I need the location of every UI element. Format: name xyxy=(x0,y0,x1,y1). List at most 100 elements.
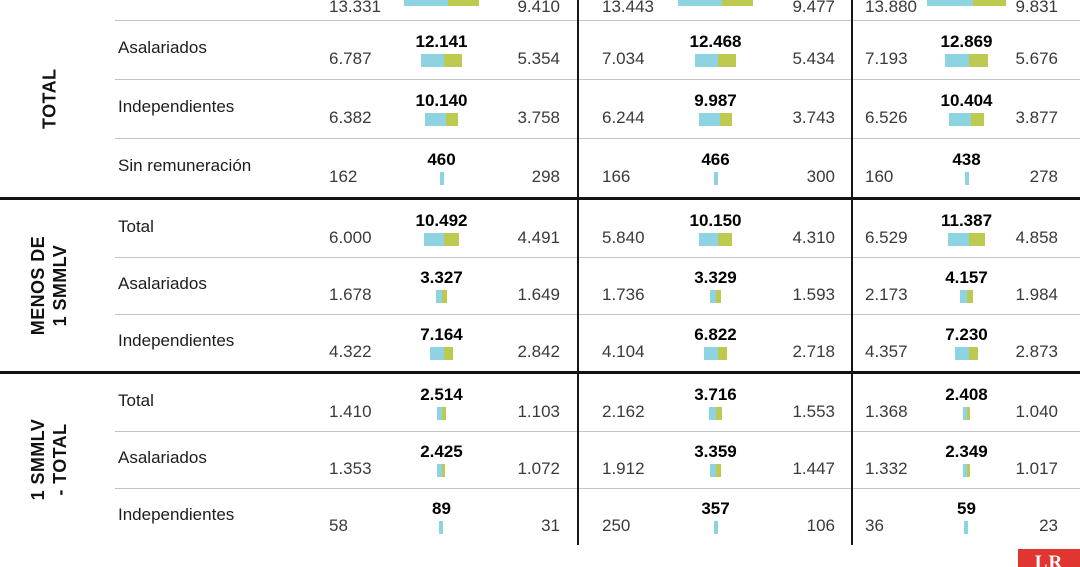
table-row: Asalariados 1.353 2.425 1.072 1.912 3.359 1.44… xyxy=(0,431,1080,488)
bar-blue-segment xyxy=(713,520,718,534)
group-label-text: TOTAL xyxy=(39,68,60,129)
bar-block: 3.359 xyxy=(694,443,737,477)
bar-total-value: 9.987 xyxy=(694,90,737,110)
row-label: Asalariados xyxy=(118,273,207,293)
value-right: 9.477 xyxy=(792,0,835,16)
bar-green-segment xyxy=(716,463,722,477)
bar-total-value: 10.140 xyxy=(415,90,468,110)
bar-blue-segment xyxy=(403,0,448,6)
bar-total-value: 59 xyxy=(957,498,976,518)
data-cell: 2.162 3.716 1.553 xyxy=(578,374,853,431)
stacked-bar xyxy=(436,289,447,303)
value-left: 13.880 xyxy=(865,0,917,16)
data-cell: 6.382 10.140 3.758 xyxy=(305,79,578,138)
bar-total-value: 3.716 xyxy=(694,384,737,404)
bar-total-value: 6.822 xyxy=(694,324,737,344)
bar-blue-segment xyxy=(439,171,444,185)
row-label: Asalariados xyxy=(118,447,207,467)
bar-green-segment xyxy=(969,53,988,67)
stacked-bar xyxy=(710,289,721,303)
bar-blue-segment xyxy=(949,112,971,126)
bar-blue-segment xyxy=(421,53,444,67)
bar-total-value: 2.425 xyxy=(420,441,463,461)
value-left: 4.357 xyxy=(865,341,908,361)
bar-block: 10.404 xyxy=(941,92,993,126)
stacked-bar xyxy=(704,346,727,360)
value-right: 3.877 xyxy=(1015,107,1058,127)
value-right: 1.103 xyxy=(517,401,560,421)
column-divider xyxy=(851,0,853,545)
bar-blue-segment xyxy=(424,112,446,126)
bar-block: 7.164 xyxy=(420,326,463,360)
bar-total-value: 3.359 xyxy=(694,441,737,461)
bar-block: 2.408 xyxy=(945,386,988,420)
value-left: 7.034 xyxy=(602,48,645,68)
data-cell: 2.173 4.157 1.984 xyxy=(853,257,1080,314)
row-label: Total xyxy=(118,390,154,410)
row-label: Independientes xyxy=(118,96,235,116)
bar-total-value: 89 xyxy=(432,498,451,518)
value-right: 4.491 xyxy=(517,227,560,247)
value-right: 9.410 xyxy=(517,0,560,16)
bar-total-value: 2.514 xyxy=(420,384,463,404)
bar-green-segment xyxy=(444,232,459,246)
value-left: 36 xyxy=(865,515,884,535)
bar-block xyxy=(677,0,754,6)
stacked-bar xyxy=(964,171,969,185)
value-right: 1.553 xyxy=(792,401,835,421)
bar-green-segment xyxy=(968,346,979,360)
bar-blue-segment xyxy=(437,463,442,477)
bar-block: 3.327 xyxy=(420,269,463,303)
value-right: 2.873 xyxy=(1015,341,1058,361)
value-right: 106 xyxy=(806,515,835,535)
data-cell: 13.880 9.831 xyxy=(853,0,1080,20)
bar-green-segment xyxy=(722,0,754,6)
bar-blue-segment xyxy=(964,520,969,534)
data-cell: 7.193 12.869 5.676 xyxy=(853,20,1080,79)
value-right: 1.447 xyxy=(792,458,835,478)
data-cell: 58 89 31 xyxy=(305,488,578,545)
bar-block: 438 xyxy=(952,149,981,185)
bar-block: 3.716 xyxy=(694,386,737,420)
bar-blue-segment xyxy=(699,112,720,126)
value-right: 1.649 xyxy=(517,284,560,304)
bar-blue-segment xyxy=(962,406,968,420)
bar-total-value: 357 xyxy=(701,498,730,518)
bar-blue-segment xyxy=(677,0,723,6)
stacked-bar xyxy=(962,406,971,420)
stacked-bar xyxy=(403,0,480,6)
bar-green-segment xyxy=(966,463,971,477)
value-left: 160 xyxy=(865,166,894,186)
table-row: Independientes 6.382 10.140 3.758 6.244 9.987… xyxy=(0,79,1080,138)
bar-block: 6.822 xyxy=(694,326,737,360)
bar-total-value: 438 xyxy=(952,149,981,169)
bar-total-value: 2.408 xyxy=(945,384,988,404)
data-cell: 1.912 3.359 1.447 xyxy=(578,431,853,488)
bar-blue-segment xyxy=(698,232,719,246)
value-left: 162 xyxy=(329,166,358,186)
stacked-bar xyxy=(962,463,971,477)
bar-green-segment xyxy=(970,112,984,126)
bar-total-value: 10.492 xyxy=(415,210,468,230)
data-cell: 250 357 106 xyxy=(578,488,853,545)
value-left: 6.000 xyxy=(329,227,372,247)
bar-green-segment xyxy=(445,112,459,126)
row-label: Independientes xyxy=(118,504,235,524)
bar-green-segment xyxy=(442,406,446,420)
bar-block: 59 xyxy=(957,500,976,534)
value-right: 3.758 xyxy=(517,107,560,127)
stacked-bar xyxy=(945,53,988,67)
value-left: 6.244 xyxy=(602,107,645,127)
group-separator xyxy=(0,371,1080,374)
value-left: 2.162 xyxy=(602,401,645,421)
value-left: 6.382 xyxy=(329,107,372,127)
bar-green-segment xyxy=(717,346,727,360)
bar-total-value: 12.468 xyxy=(689,31,742,51)
value-left: 6.787 xyxy=(329,48,372,68)
stacked-bar xyxy=(677,0,754,6)
value-right: 1.040 xyxy=(1015,401,1058,421)
bar-blue-segment xyxy=(964,171,969,185)
value-left: 58 xyxy=(329,515,348,535)
bar-block: 89 xyxy=(432,500,451,534)
data-cell: 166 466 300 xyxy=(578,138,853,197)
